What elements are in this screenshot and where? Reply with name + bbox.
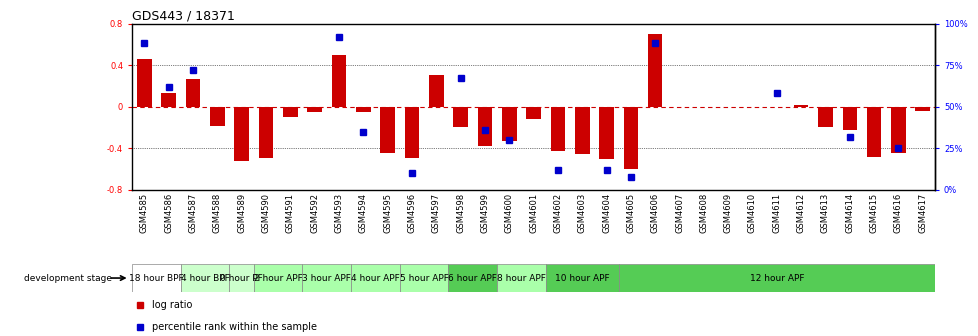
Bar	[448, 264, 497, 292]
Bar	[258, 107, 273, 158]
Bar	[137, 59, 152, 107]
Text: development stage: development stage	[23, 274, 111, 283]
Text: 5 hour APF: 5 hour APF	[399, 274, 448, 283]
Bar	[477, 107, 492, 146]
Bar	[404, 107, 419, 158]
Bar	[283, 107, 297, 117]
Bar	[229, 264, 253, 292]
Text: 2 hour APF: 2 hour APF	[253, 274, 302, 283]
Text: 12 hour APF: 12 hour APF	[749, 274, 803, 283]
Bar	[502, 107, 516, 141]
Bar	[890, 107, 905, 154]
Bar	[526, 107, 540, 119]
Bar	[623, 107, 638, 169]
Bar	[453, 107, 467, 127]
Bar	[550, 107, 564, 152]
Text: log ratio: log ratio	[153, 300, 193, 310]
Bar	[210, 107, 224, 126]
Bar	[351, 264, 399, 292]
Bar	[186, 79, 200, 107]
Text: 6 hour APF: 6 hour APF	[448, 274, 497, 283]
Bar	[866, 107, 880, 157]
Bar	[379, 107, 394, 154]
Bar	[914, 107, 929, 111]
Text: 4 hour APF: 4 hour APF	[351, 274, 399, 283]
Text: 18 hour BPF: 18 hour BPF	[129, 274, 184, 283]
Text: 3 hour APF: 3 hour APF	[302, 274, 351, 283]
Bar	[599, 107, 613, 159]
Bar	[842, 107, 856, 130]
Bar	[234, 107, 248, 161]
Bar	[793, 104, 808, 107]
Text: GDS443 / 18371: GDS443 / 18371	[132, 9, 235, 23]
Bar	[399, 264, 448, 292]
Bar	[132, 264, 181, 292]
Bar	[332, 55, 346, 107]
Bar	[307, 107, 322, 112]
Bar	[618, 264, 934, 292]
Bar	[428, 76, 443, 107]
Text: 0 hour PF: 0 hour PF	[220, 274, 263, 283]
Bar	[253, 264, 302, 292]
Bar	[181, 264, 229, 292]
Text: 10 hour APF: 10 hour APF	[555, 274, 609, 283]
Bar	[302, 264, 351, 292]
Bar	[574, 107, 589, 155]
Bar	[161, 93, 176, 107]
Text: 4 hour BPF: 4 hour BPF	[181, 274, 229, 283]
Bar	[818, 107, 832, 127]
Text: percentile rank within the sample: percentile rank within the sample	[153, 322, 317, 332]
Bar	[356, 107, 371, 112]
Text: 8 hour APF: 8 hour APF	[497, 274, 546, 283]
Bar	[497, 264, 545, 292]
Bar	[545, 264, 618, 292]
Bar	[647, 34, 662, 107]
